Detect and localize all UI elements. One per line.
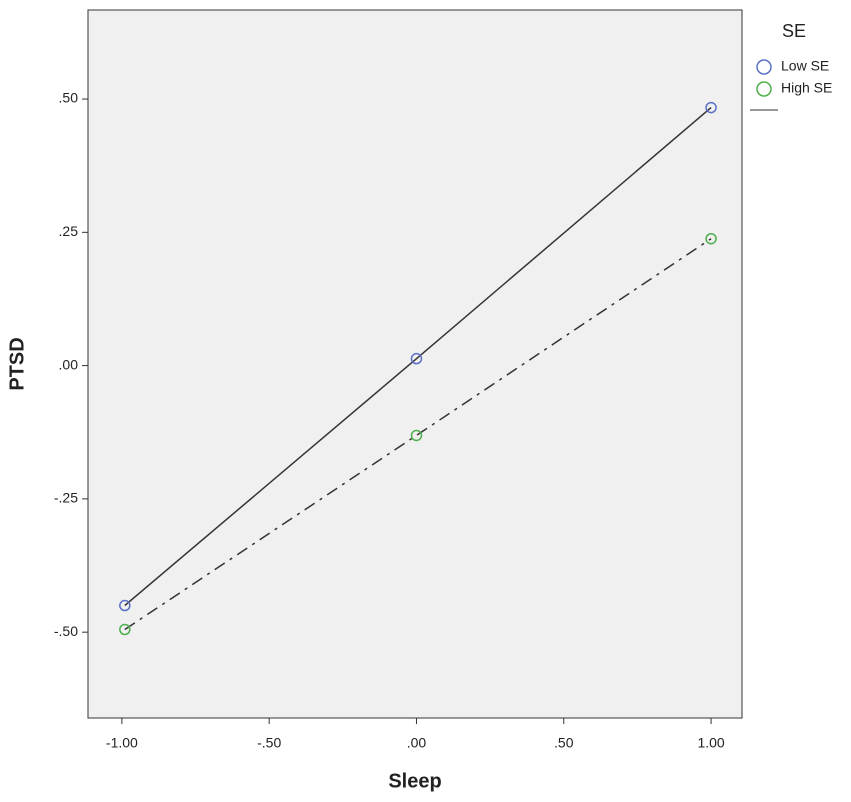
data-point [410, 352, 423, 365]
data-point [119, 599, 131, 612]
y-tick-label: -.50 [54, 623, 78, 639]
series-line [124, 106, 712, 607]
legend-marker [756, 81, 772, 97]
x-tick-label: 1.00 [697, 735, 724, 751]
y-tick-label: .25 [59, 223, 79, 239]
legend-label: High SE [781, 80, 832, 96]
y-tick-label: .00 [59, 356, 79, 372]
legend-label: Low SE [781, 58, 829, 74]
legend-title: SE [782, 21, 806, 41]
data-point [705, 232, 717, 245]
data-point [705, 101, 717, 114]
x-axis-label: Sleep [388, 770, 441, 792]
y-tick-label: -.25 [54, 490, 78, 506]
y-tick-label: .50 [59, 90, 79, 106]
series-line [124, 238, 712, 631]
x-tick-label: .00 [407, 735, 427, 751]
data-point [410, 429, 423, 442]
y-axis-label: PTSD [6, 337, 28, 390]
x-tick-label: -.50 [257, 735, 281, 751]
x-tick-label: -1.00 [106, 735, 138, 751]
x-tick-label: .50 [554, 735, 574, 751]
legend-marker [756, 59, 772, 75]
data-point [119, 623, 131, 636]
